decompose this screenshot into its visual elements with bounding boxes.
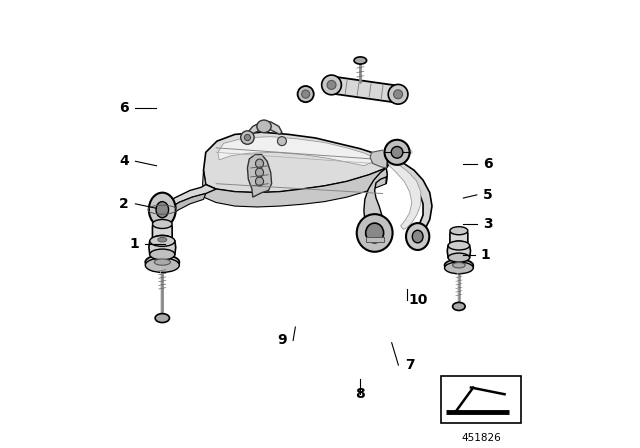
Ellipse shape bbox=[156, 202, 168, 218]
Bar bbox=[441, 376, 521, 423]
Ellipse shape bbox=[388, 84, 408, 104]
Ellipse shape bbox=[448, 253, 470, 262]
Ellipse shape bbox=[450, 227, 468, 235]
Ellipse shape bbox=[150, 236, 175, 246]
Ellipse shape bbox=[298, 86, 314, 102]
Ellipse shape bbox=[445, 259, 473, 271]
Ellipse shape bbox=[158, 237, 167, 242]
Ellipse shape bbox=[277, 137, 287, 146]
Ellipse shape bbox=[244, 134, 250, 141]
Ellipse shape bbox=[445, 262, 473, 274]
Text: 8: 8 bbox=[355, 387, 365, 401]
Text: 5: 5 bbox=[483, 188, 493, 202]
Polygon shape bbox=[248, 155, 271, 197]
Ellipse shape bbox=[150, 249, 175, 260]
Ellipse shape bbox=[152, 235, 172, 244]
Polygon shape bbox=[388, 161, 421, 229]
Polygon shape bbox=[152, 224, 172, 240]
Polygon shape bbox=[165, 185, 216, 208]
Ellipse shape bbox=[301, 90, 310, 98]
Ellipse shape bbox=[365, 223, 383, 243]
Ellipse shape bbox=[257, 120, 271, 133]
Polygon shape bbox=[364, 168, 387, 234]
Polygon shape bbox=[450, 231, 468, 245]
Text: 9: 9 bbox=[277, 333, 287, 348]
Ellipse shape bbox=[406, 223, 429, 250]
Text: 7: 7 bbox=[404, 358, 415, 372]
Ellipse shape bbox=[154, 259, 170, 265]
Text: 451826: 451826 bbox=[461, 433, 500, 443]
Polygon shape bbox=[218, 137, 374, 166]
Text: 1: 1 bbox=[481, 248, 491, 263]
Ellipse shape bbox=[155, 314, 170, 323]
Text: 6: 6 bbox=[120, 100, 129, 115]
Ellipse shape bbox=[394, 90, 403, 99]
Polygon shape bbox=[165, 194, 205, 216]
Ellipse shape bbox=[152, 220, 172, 228]
Ellipse shape bbox=[145, 258, 179, 272]
Polygon shape bbox=[331, 77, 399, 103]
Text: 4: 4 bbox=[119, 154, 129, 168]
Ellipse shape bbox=[452, 263, 465, 268]
Text: 2: 2 bbox=[119, 197, 129, 211]
Ellipse shape bbox=[448, 241, 470, 250]
Ellipse shape bbox=[450, 241, 468, 249]
Ellipse shape bbox=[356, 214, 392, 252]
Ellipse shape bbox=[412, 230, 423, 243]
Ellipse shape bbox=[255, 177, 264, 186]
Text: 3: 3 bbox=[483, 217, 493, 231]
Polygon shape bbox=[387, 158, 432, 237]
Ellipse shape bbox=[327, 81, 336, 90]
Polygon shape bbox=[370, 150, 387, 168]
Ellipse shape bbox=[391, 146, 403, 158]
Ellipse shape bbox=[452, 302, 465, 310]
Polygon shape bbox=[149, 241, 176, 254]
Polygon shape bbox=[246, 122, 282, 134]
Ellipse shape bbox=[255, 159, 264, 168]
Polygon shape bbox=[447, 246, 470, 258]
Polygon shape bbox=[204, 132, 389, 193]
Text: 6: 6 bbox=[483, 156, 493, 171]
Text: 1: 1 bbox=[129, 237, 139, 251]
Ellipse shape bbox=[241, 131, 254, 144]
Polygon shape bbox=[203, 168, 387, 207]
Ellipse shape bbox=[145, 255, 179, 269]
Text: 10: 10 bbox=[409, 293, 428, 307]
Bar bbox=[365, 237, 383, 242]
Ellipse shape bbox=[385, 140, 410, 165]
Ellipse shape bbox=[322, 75, 341, 95]
Ellipse shape bbox=[149, 193, 176, 227]
Ellipse shape bbox=[354, 57, 367, 64]
Ellipse shape bbox=[255, 168, 264, 177]
